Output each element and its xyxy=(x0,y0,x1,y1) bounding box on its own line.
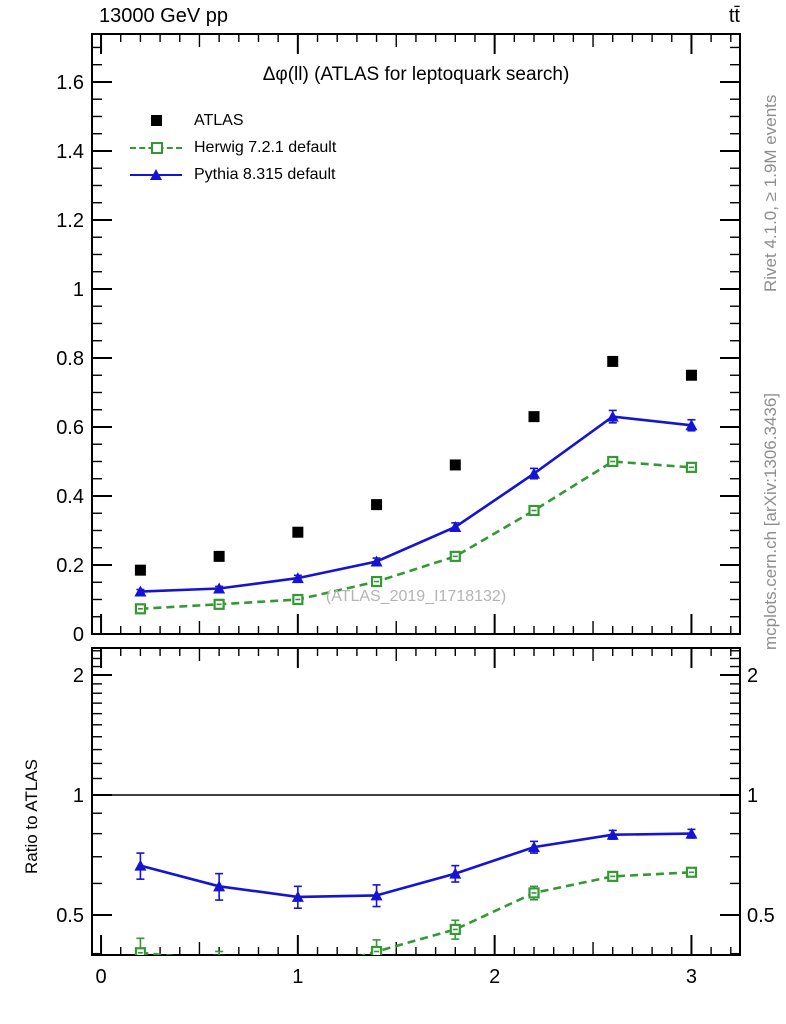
x-tick-label: 3 xyxy=(686,966,697,988)
main-y-tick-label: 0.8 xyxy=(56,348,84,370)
main-y-tick-label: 0.4 xyxy=(56,486,84,508)
main-y-tick-label: 0.2 xyxy=(56,555,84,577)
x-tick-label: 1 xyxy=(292,966,303,988)
beam-energy-label: 13000 GeV pp xyxy=(99,5,228,27)
rivet-version-label: Rivet 4.1.0, ≥ 1.9M events xyxy=(761,94,780,292)
main-y-tick-label: 0 xyxy=(73,624,84,646)
x-tick-label: 2 xyxy=(489,966,500,988)
legend-label-atlas: ATLAS xyxy=(194,111,244,129)
main-plot-frame xyxy=(91,33,741,635)
ratio-axis-title: Ratio to ATLAS xyxy=(22,759,41,874)
legend: ATLAS Herwig 7.2.1 default Pythia 8.315 … xyxy=(128,107,336,188)
pythia-solid-line-icon xyxy=(130,168,182,181)
x-tick-label: 0 xyxy=(95,966,106,988)
ratio-y-tick-label-right: 0.5 xyxy=(747,905,775,927)
analysis-watermark: (ATLAS_2019_I1718132) xyxy=(325,588,507,605)
main-series-atlas xyxy=(134,355,697,576)
observable-title: Δφ(ll) (ATLAS for leptoquark search) xyxy=(262,64,570,85)
ratio-y-tick-label-left: 0.5 xyxy=(56,905,84,927)
ratio-plot-frame xyxy=(91,647,741,956)
ratio-y-tick-label-right: 2 xyxy=(747,665,758,687)
legend-item-herwig: Herwig 7.2.1 default xyxy=(128,134,336,161)
legend-label-pythia: Pythia 8.315 default xyxy=(194,165,336,183)
process-label: tt̄ xyxy=(728,5,740,27)
main-series-herwig-7-2-1-default xyxy=(134,455,698,615)
main-y-tick-label: 1.6 xyxy=(56,72,84,94)
legend-label-herwig: Herwig 7.2.1 default xyxy=(194,138,337,156)
ratio-y-tick-label-left: 1 xyxy=(73,785,84,807)
main-y-tick-label: 1.2 xyxy=(56,210,84,232)
herwig-dashed-line-icon xyxy=(130,141,182,154)
main-y-tick-label: 0.6 xyxy=(56,417,84,439)
main-y-tick-label: 1 xyxy=(73,279,84,301)
legend-item-pythia: Pythia 8.315 default xyxy=(128,161,336,188)
ratio-series-herwig-7-2-1-default xyxy=(134,866,698,955)
pythia-triangle-icon xyxy=(150,168,162,180)
legend-item-atlas: ATLAS xyxy=(128,107,336,134)
main-series-pythia-8-315-default xyxy=(134,409,698,597)
ratio-y-tick-label-left: 2 xyxy=(73,665,84,687)
herwig-open-square-icon xyxy=(151,141,163,154)
mcplots-credit-label: mcplots.cern.ch [arXiv:1306.3436] xyxy=(761,392,780,650)
ratio-series-pythia-8-315-default xyxy=(134,827,698,910)
ratio-y-tick-label-right: 1 xyxy=(747,785,758,807)
main-y-tick-label: 1.4 xyxy=(56,141,84,163)
atlas-filled-square-icon xyxy=(150,115,162,126)
